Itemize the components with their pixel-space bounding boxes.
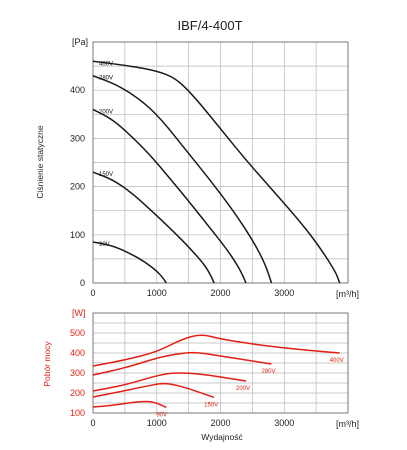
pressure-x-unit: [m³/h] [336,289,359,299]
power-curve-labels: 400V 280V 200V 150V 90V [156,358,343,418]
pressure-curve-label-150V: 150V [99,172,113,178]
x-axis-label: Wydajność [201,432,243,442]
power-y-tick-label: 200 [70,388,85,398]
power-curve-label-90V: 90V [156,412,167,418]
pressure-curve-label-200V: 200V [99,109,113,115]
pressure-x-tick-label: 0 [90,288,95,298]
power-grid [92,312,349,414]
power-y-unit: [W] [72,308,86,318]
pressure-curve-label-400V: 400V [99,61,113,67]
pressure-y-label: Ciśnienie statyczne [35,125,45,199]
power-x-ticks: 0 1000 2000 3000 [90,418,294,428]
pressure-curve-200V [92,108,247,284]
pressure-y-tick-label: 200 [70,182,85,192]
power-curve-90V [92,400,167,409]
power-plot: 400V 280V 200V 150V 90V 0 1000 2000 3000 100 200… [42,308,359,442]
pressure-plot-frame [92,41,349,284]
pressure-curve-label-280V: 280V [99,76,113,82]
power-curve-150V [92,382,215,399]
pressure-curve-labels: 400V 280V 200V 150V 90V [99,61,113,248]
pressure-x-tick-label: 3000 [274,288,294,298]
power-curve-label-280V: 280V [262,369,276,375]
power-curve-280V [92,351,272,376]
chart-title: IBF/4-400T [177,18,242,33]
pressure-y-tick-label: 400 [70,85,85,95]
pressure-curve-90V [92,241,167,284]
pressure-y-ticks: 0 100 200 300 400 [70,85,85,288]
power-curve-label-400V: 400V [330,358,344,364]
power-y-tick-label: 400 [70,348,85,358]
power-x-tick-label: 1000 [147,418,167,428]
power-curve-200V [92,372,247,392]
power-x-tick-label: 0 [90,418,95,428]
pressure-curve-400V [92,60,341,284]
pressure-y-tick-label: 0 [80,278,85,288]
pressure-y-tick-label: 100 [70,230,85,240]
power-y-tick-label: 300 [70,368,85,378]
power-x-tick-label: 3000 [274,418,294,428]
power-y-tick-label: 100 [70,408,85,418]
power-y-ticks: 100 200 300 400 500 [70,328,85,418]
pressure-grid [92,41,349,284]
power-curves [92,334,340,409]
power-plot-frame [92,312,349,414]
pressure-y-unit: [Pa] [72,37,88,47]
power-y-tick-label: 500 [70,328,85,338]
power-curve-label-200V: 200V [236,386,250,392]
power-x-unit: [m³/h] [336,419,359,429]
power-curve-400V [92,334,340,367]
pressure-curves [92,60,341,284]
pressure-curve-150V [92,171,215,284]
power-x-tick-label: 2000 [210,418,230,428]
pressure-x-tick-label: 2000 [210,288,230,298]
power-curve-label-150V: 150V [204,402,218,408]
pressure-y-tick-label: 300 [70,133,85,143]
pressure-curve-label-90V: 90V [99,242,110,248]
power-y-label: Pobór mocy [42,341,52,387]
pressure-x-tick-label: 1000 [147,288,167,298]
pressure-x-ticks: 0 1000 2000 3000 [90,288,294,298]
pressure-plot: 400V 280V 200V 150V 90V 0 1000 2000 3000 0 100 20… [35,37,359,299]
pressure-curve-280V [92,75,273,284]
